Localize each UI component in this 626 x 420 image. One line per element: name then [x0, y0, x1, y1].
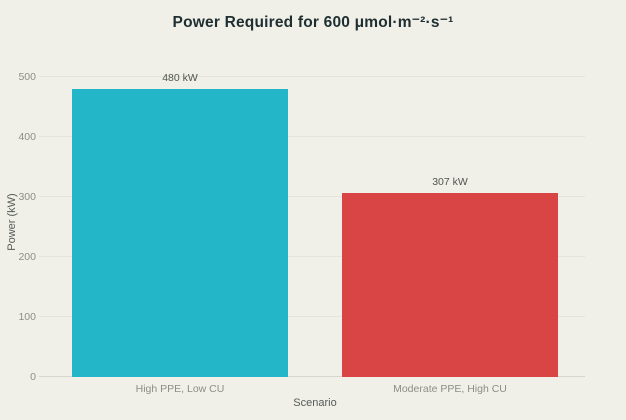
- y-tick-label: 400: [18, 131, 36, 143]
- gridline: [39, 376, 585, 377]
- plot-area: 0 100 200 300 400 500 480 kW High PPE, Low CU 30…: [18, 71, 585, 395]
- bar-value-label: 480 kW: [162, 72, 198, 84]
- x-axis-title: Scenario: [293, 397, 337, 409]
- y-tick-label: 0: [30, 371, 36, 383]
- bar: [342, 192, 558, 377]
- y-tick-label: 200: [18, 251, 36, 263]
- y-tick-label: 500: [18, 71, 36, 83]
- x-category-label: Moderate PPE, High CU: [393, 383, 507, 395]
- y-tick-label: 100: [18, 311, 36, 323]
- x-category-label: High PPE, Low CU: [135, 383, 225, 395]
- gridline: [39, 196, 585, 197]
- gridline: [39, 316, 585, 317]
- gridline: [39, 76, 585, 77]
- gridline: [39, 136, 585, 137]
- gridline: [39, 256, 585, 257]
- y-tick-label: 300: [18, 191, 36, 203]
- bar: [72, 89, 288, 377]
- bar-value-label: 307 kW: [432, 175, 468, 188]
- chart-title: Power Required for 600 μmol·m⁻²·s⁻¹: [172, 14, 454, 31]
- y-axis-title: Power (kW): [6, 193, 18, 251]
